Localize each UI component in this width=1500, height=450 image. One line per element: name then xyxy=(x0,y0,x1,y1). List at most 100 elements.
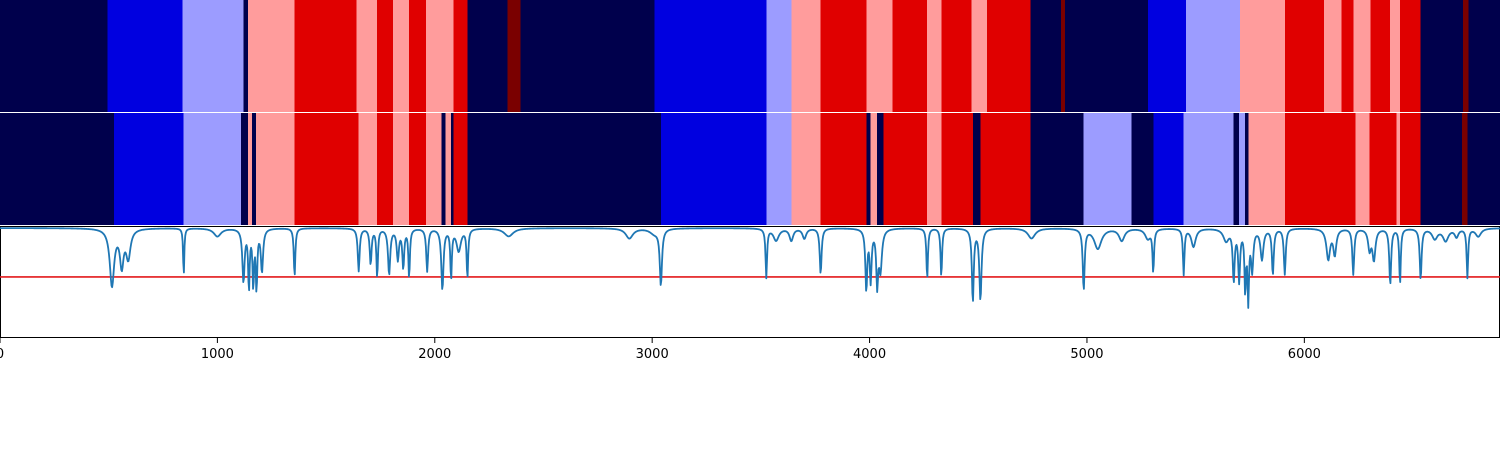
heatmap-segment xyxy=(1147,0,1187,112)
heatmap-segment xyxy=(520,0,655,112)
heatmap-segment xyxy=(441,113,447,225)
heatmap-segment xyxy=(1183,113,1235,225)
heatmap-segment xyxy=(1420,113,1463,225)
heatmap-segment xyxy=(866,113,872,225)
heatmap-segment xyxy=(1233,113,1240,225)
heatmap-segment xyxy=(877,113,885,225)
heatmap-segment xyxy=(453,0,468,112)
heatmap-segment xyxy=(1341,0,1354,112)
heatmap-segment xyxy=(1030,113,1085,225)
x-tick-label: 4000 xyxy=(853,347,886,362)
heatmap-segment xyxy=(1239,113,1246,225)
heatmap-segment xyxy=(1153,113,1185,225)
heatmap-segment xyxy=(107,0,184,112)
heatmap-segment xyxy=(1323,0,1342,112)
heatmap-segment xyxy=(183,113,242,225)
heatmap-segment xyxy=(986,0,1031,112)
heatmap-segment xyxy=(1461,113,1468,225)
x-tick-label: 0 xyxy=(0,347,4,362)
heatmap-segment xyxy=(114,113,185,225)
heatmap-segment xyxy=(1400,0,1422,112)
heatmap-segment xyxy=(820,113,867,225)
heatmap-segment xyxy=(941,0,973,112)
heatmap-segment xyxy=(1370,0,1391,112)
heatmap-segment xyxy=(294,0,357,112)
heatmap-track-top xyxy=(0,0,1500,112)
heatmap-segment xyxy=(294,113,360,225)
heatmap-segment xyxy=(883,113,928,225)
heatmap-segment xyxy=(356,0,378,112)
heatmap-segment xyxy=(240,113,249,225)
heatmap-segment xyxy=(866,0,893,112)
heatmap-segment xyxy=(1468,0,1500,112)
heatmap-segment xyxy=(0,113,115,225)
heatmap-segment xyxy=(377,113,394,225)
heatmap-segment xyxy=(426,0,454,112)
heatmap-segment xyxy=(660,113,767,225)
heatmap-segment xyxy=(377,0,394,112)
heatmap-segment xyxy=(467,113,662,225)
heatmap-segment xyxy=(820,0,867,112)
signal-line xyxy=(0,227,1500,309)
heatmap-segment xyxy=(1390,0,1401,112)
heatmap-segment xyxy=(1060,0,1066,112)
heatmap-segment xyxy=(927,113,942,225)
heatmap-segment xyxy=(256,113,295,225)
heatmap-segment xyxy=(980,113,1031,225)
x-tick-label: 2000 xyxy=(418,347,451,362)
x-axis: 0 1000 2000 3000 4000 5000 6000 xyxy=(0,338,1321,362)
heatmap-segment xyxy=(507,0,522,112)
heatmap-segment xyxy=(451,113,454,225)
heatmap-segment xyxy=(941,113,974,225)
heatmap-segment xyxy=(791,113,822,225)
heatmap-segment xyxy=(892,0,928,112)
heatmap-segment xyxy=(1030,0,1062,112)
heatmap-segment xyxy=(870,113,878,225)
heatmap-segment xyxy=(654,0,767,112)
heatmap-segment xyxy=(1284,113,1356,225)
heatmap-segment xyxy=(1353,0,1372,112)
x-tick-label: 5000 xyxy=(1070,347,1103,362)
heatmap-segment xyxy=(467,0,509,112)
heatmap-segment xyxy=(0,0,108,112)
heatmap-segment xyxy=(1284,0,1325,112)
heatmap-segment xyxy=(791,0,822,112)
heatmap-segment xyxy=(393,0,410,112)
heatmap-segment xyxy=(247,113,253,225)
heatmap-segment xyxy=(358,113,378,225)
heatmap-segment xyxy=(409,113,427,225)
heatmap-segment xyxy=(1400,113,1422,225)
heatmap-segment xyxy=(1420,0,1464,112)
heatmap-track-middle xyxy=(0,113,1500,225)
heatmap-segment xyxy=(182,0,244,112)
heatmap-segment xyxy=(252,113,257,225)
heatmap-segment xyxy=(445,113,452,225)
heatmap-segment xyxy=(1396,113,1401,225)
heatmap-segment xyxy=(1185,0,1241,112)
heatmap-segment xyxy=(1065,0,1149,112)
heatmap-segment xyxy=(766,0,792,112)
heatmap-segment xyxy=(766,113,792,225)
heatmap-segment xyxy=(247,0,295,112)
heatmap-segment xyxy=(453,113,468,225)
heatmap-segment xyxy=(393,113,410,225)
heatmap-segment xyxy=(971,0,988,112)
heatmap-segment xyxy=(1369,113,1398,225)
heatmap-segment xyxy=(409,0,427,112)
x-tick-label: 6000 xyxy=(1288,347,1321,362)
heatmap-segment xyxy=(1463,0,1469,112)
heatmap-segment xyxy=(1467,113,1500,225)
heatmap-segment xyxy=(1131,113,1154,225)
heatmap-segment xyxy=(1248,113,1286,225)
line-panel xyxy=(0,227,1500,309)
heatmap-segment xyxy=(972,113,981,225)
x-tick-label: 3000 xyxy=(636,347,669,362)
heatmap-segment xyxy=(1245,113,1249,225)
heatmap-segment xyxy=(927,0,942,112)
heatmap-segment xyxy=(1083,113,1132,225)
heatmap-segment xyxy=(426,113,442,225)
heatmap-segment xyxy=(1240,0,1286,112)
x-tick-label: 1000 xyxy=(201,347,234,362)
heatmap-segment xyxy=(243,0,249,112)
